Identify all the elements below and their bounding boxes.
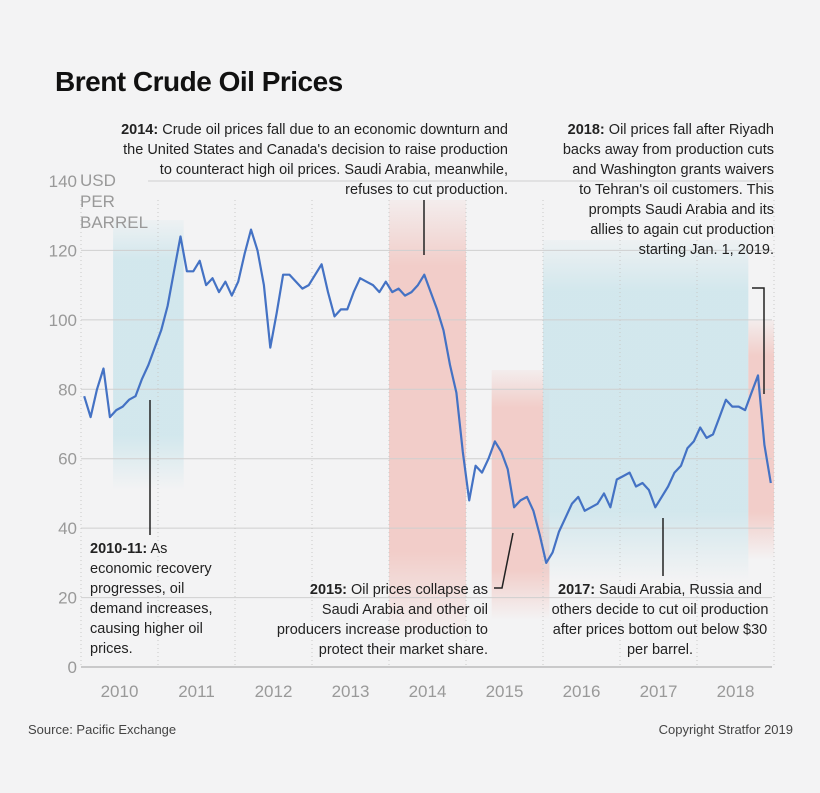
y-tick-label: 140 (49, 172, 77, 191)
annotation-2010-11: 2010-11: As economic recovery progresses… (90, 539, 226, 659)
price-line (83, 228, 772, 564)
x-tick-label: 2017 (640, 682, 678, 701)
x-tick-label: 2014 (409, 682, 447, 701)
copyright-note: Copyright Stratfor 2019 (658, 722, 793, 737)
y-axis-unit-label: USD PER BARREL (80, 170, 150, 233)
y-tick-label: 40 (58, 519, 77, 538)
annotation-head: 2015: (309, 582, 347, 598)
annotation-2014: 2014: Crude oil prices fall due to an ec… (120, 120, 508, 200)
annotation-text: As economic recovery progresses, oil dem… (90, 541, 213, 657)
x-tick-label: 2010 (101, 682, 139, 701)
annotation-head: 2010-11: (90, 541, 148, 557)
y-tick-label: 80 (58, 380, 77, 399)
y-tick-label: 60 (58, 450, 77, 469)
shaded-period-red (389, 200, 466, 640)
annotation-2017: 2017: Saudi Arabia, Russia and others de… (548, 580, 772, 660)
annotation-2018: 2018: Oil prices fall after Riyadh backs… (560, 120, 774, 260)
leader-2015 (494, 532, 514, 589)
x-tick-label: 2013 (332, 682, 370, 701)
leader-2018 (752, 287, 765, 394)
source-note: Source: Pacific Exchange (28, 722, 177, 737)
y-tick-label: 20 (58, 589, 77, 608)
annotation-text: Crude oil prices fall due to an economic… (123, 122, 508, 198)
annotation-head: 2017: (558, 582, 596, 598)
annotation-text: Saudi Arabia, Russia and others decide t… (551, 582, 769, 658)
annotation-text: Oil prices fall after Riyadh backs away … (562, 122, 774, 258)
y-tick-label: 0 (68, 658, 77, 677)
y-tick-label: 100 (49, 311, 77, 330)
annotation-2015: 2015: Oil prices collapse as Saudi Arabi… (270, 580, 488, 660)
shaded-period-blue (113, 220, 184, 490)
annotation-head: 2018: (567, 122, 605, 138)
x-tick-label: 2011 (178, 682, 215, 701)
annotation-text: Oil prices collapse as Saudi Arabia and … (276, 582, 488, 658)
chart-title: Brent Crude Oil Prices (55, 66, 343, 97)
y-axis-label: USD PER BARREL (80, 171, 149, 232)
x-tick-label: 2018 (717, 682, 755, 701)
y-tick-label: 120 (49, 241, 77, 260)
shaded-period-red (491, 370, 550, 620)
x-tick-label: 2016 (563, 682, 601, 701)
shaded-period-red (748, 320, 774, 560)
x-tick-label: 2012 (255, 682, 293, 701)
x-tick-label: 2015 (486, 682, 524, 701)
shaded-period-blue (543, 240, 749, 580)
annotation-head: 2014: (121, 122, 159, 138)
